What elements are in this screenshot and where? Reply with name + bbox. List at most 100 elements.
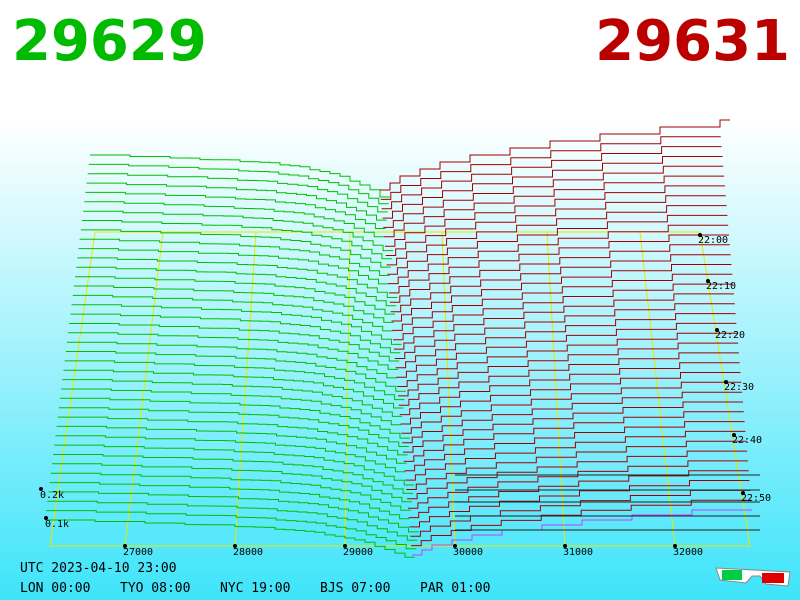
ask-depth-line [390, 254, 731, 313]
tick-dot [123, 544, 127, 548]
ask-depth-line [392, 273, 733, 331]
ask-depth-line [384, 175, 725, 238]
bid-depth-line [86, 182, 387, 221]
ask-depth-line [398, 352, 739, 406]
ask-depth-line [411, 499, 752, 547]
axis-labels: 27000 28000 29000 30000 31000 32000 22:00 22:10… [39, 233, 771, 558]
ask-depth-line [380, 136, 721, 200]
ask-depth-line [387, 214, 728, 275]
bid-depth-line [51, 463, 412, 503]
tick-dot [233, 544, 237, 548]
ask-price: 29631 [595, 9, 790, 74]
bid-depth-line [58, 407, 409, 447]
world-clocks: LON 00:00 TYO 08:00 NYC 19:00 BJS 07:00 PAR … [20, 581, 490, 596]
utc-time: UTC 2023-04-10 23:00 [20, 561, 177, 576]
bid-depth-line [61, 388, 402, 426]
bid-depth-line [77, 257, 398, 298]
ask-depth-line [391, 264, 732, 322]
clock: LON 00:00 [20, 581, 90, 596]
bid-depth-line [68, 332, 399, 370]
bid-depth-line [79, 238, 390, 276]
bid-depth-line [90, 154, 390, 198]
ask-depth-line [403, 401, 743, 453]
bid-depth-line [49, 482, 410, 520]
price-label: 28000 [233, 547, 263, 558]
ask-depth-line [407, 460, 748, 509]
ask-depth-line [385, 195, 726, 256]
bid-depth-line [48, 491, 419, 533]
tick-dot [563, 544, 567, 548]
ask-depth-line [382, 156, 723, 219]
tick-dot [343, 544, 347, 548]
tick-dot [698, 233, 702, 237]
clock: BJS 07:00 [320, 581, 390, 596]
bid-depth-line [75, 276, 395, 315]
clock: TYO 08:00 [120, 581, 190, 596]
depth-label: 0.1k [45, 519, 69, 530]
ask-depth-line [400, 372, 741, 425]
depth-lines [45, 119, 760, 558]
ask-depth-line [405, 430, 746, 481]
bid-depth-line [69, 323, 400, 362]
ask-depth-line [398, 342, 739, 397]
ask-depth-line [404, 421, 745, 472]
bid-depth-line [57, 416, 408, 456]
ask-depth-line [384, 185, 725, 247]
ask-depth-line [389, 244, 730, 303]
bid-depth-line [55, 435, 406, 473]
ask-depth-line [406, 440, 747, 490]
bid-depth-line [47, 500, 418, 541]
ask-depth-line [403, 411, 744, 462]
tick-dot [39, 487, 43, 491]
price-label: 29000 [343, 547, 373, 558]
bid-depth-line [84, 201, 385, 238]
ask-depth-line [383, 165, 724, 228]
bid-depth-line [66, 341, 397, 379]
bid-depth-line [81, 220, 392, 260]
bid-depth-line [88, 163, 389, 205]
bid-depth-line [87, 173, 388, 213]
tick-dot [732, 433, 736, 437]
bid-depth-line [72, 294, 393, 332]
bid-depth-line [73, 285, 394, 323]
tick-dot [724, 380, 728, 384]
bid-depth-line [83, 210, 394, 252]
ask-depth-line [381, 146, 722, 210]
tick-dot [715, 328, 719, 332]
bid-depth-line [80, 229, 391, 268]
bid-depth-line [64, 360, 405, 401]
bid-depth-line [56, 425, 407, 464]
ask-depth-line [393, 283, 734, 341]
bid-depth-line [85, 191, 386, 229]
bid-depth-line [53, 454, 414, 494]
bid-depth-line [54, 444, 415, 486]
price-label: 27000 [123, 547, 153, 558]
ask-depth-line [389, 234, 729, 294]
floor-line [441, 231, 456, 547]
tick-dot [706, 279, 710, 283]
3d-glasses-icon [715, 567, 791, 587]
ask-depth-line [394, 303, 735, 359]
ask-depth-line [407, 450, 748, 500]
ask-depth-line [397, 332, 738, 387]
time-label: 22:50 [741, 493, 771, 504]
ask-depth-line [410, 489, 751, 537]
time-label: 22:40 [732, 435, 762, 446]
ask-depth-line [388, 224, 729, 285]
bid-depth-line [76, 266, 397, 307]
clock: PAR 01:00 [420, 581, 490, 596]
tick-dot [741, 491, 745, 495]
bid-depth-line [60, 397, 410, 439]
floor-line [546, 231, 566, 547]
floor-outline [49, 231, 751, 547]
time-label: 22:20 [715, 330, 745, 341]
bid-price: 29629 [12, 9, 207, 74]
price-label: 30000 [453, 547, 483, 558]
bid-depth-line [45, 519, 415, 558]
floor-line [234, 231, 257, 547]
grid [49, 231, 751, 547]
ask-depth-line [402, 391, 743, 444]
time-label: 22:00 [698, 235, 728, 246]
bid-depth-line [70, 313, 401, 354]
ask-depth-line [395, 313, 736, 369]
